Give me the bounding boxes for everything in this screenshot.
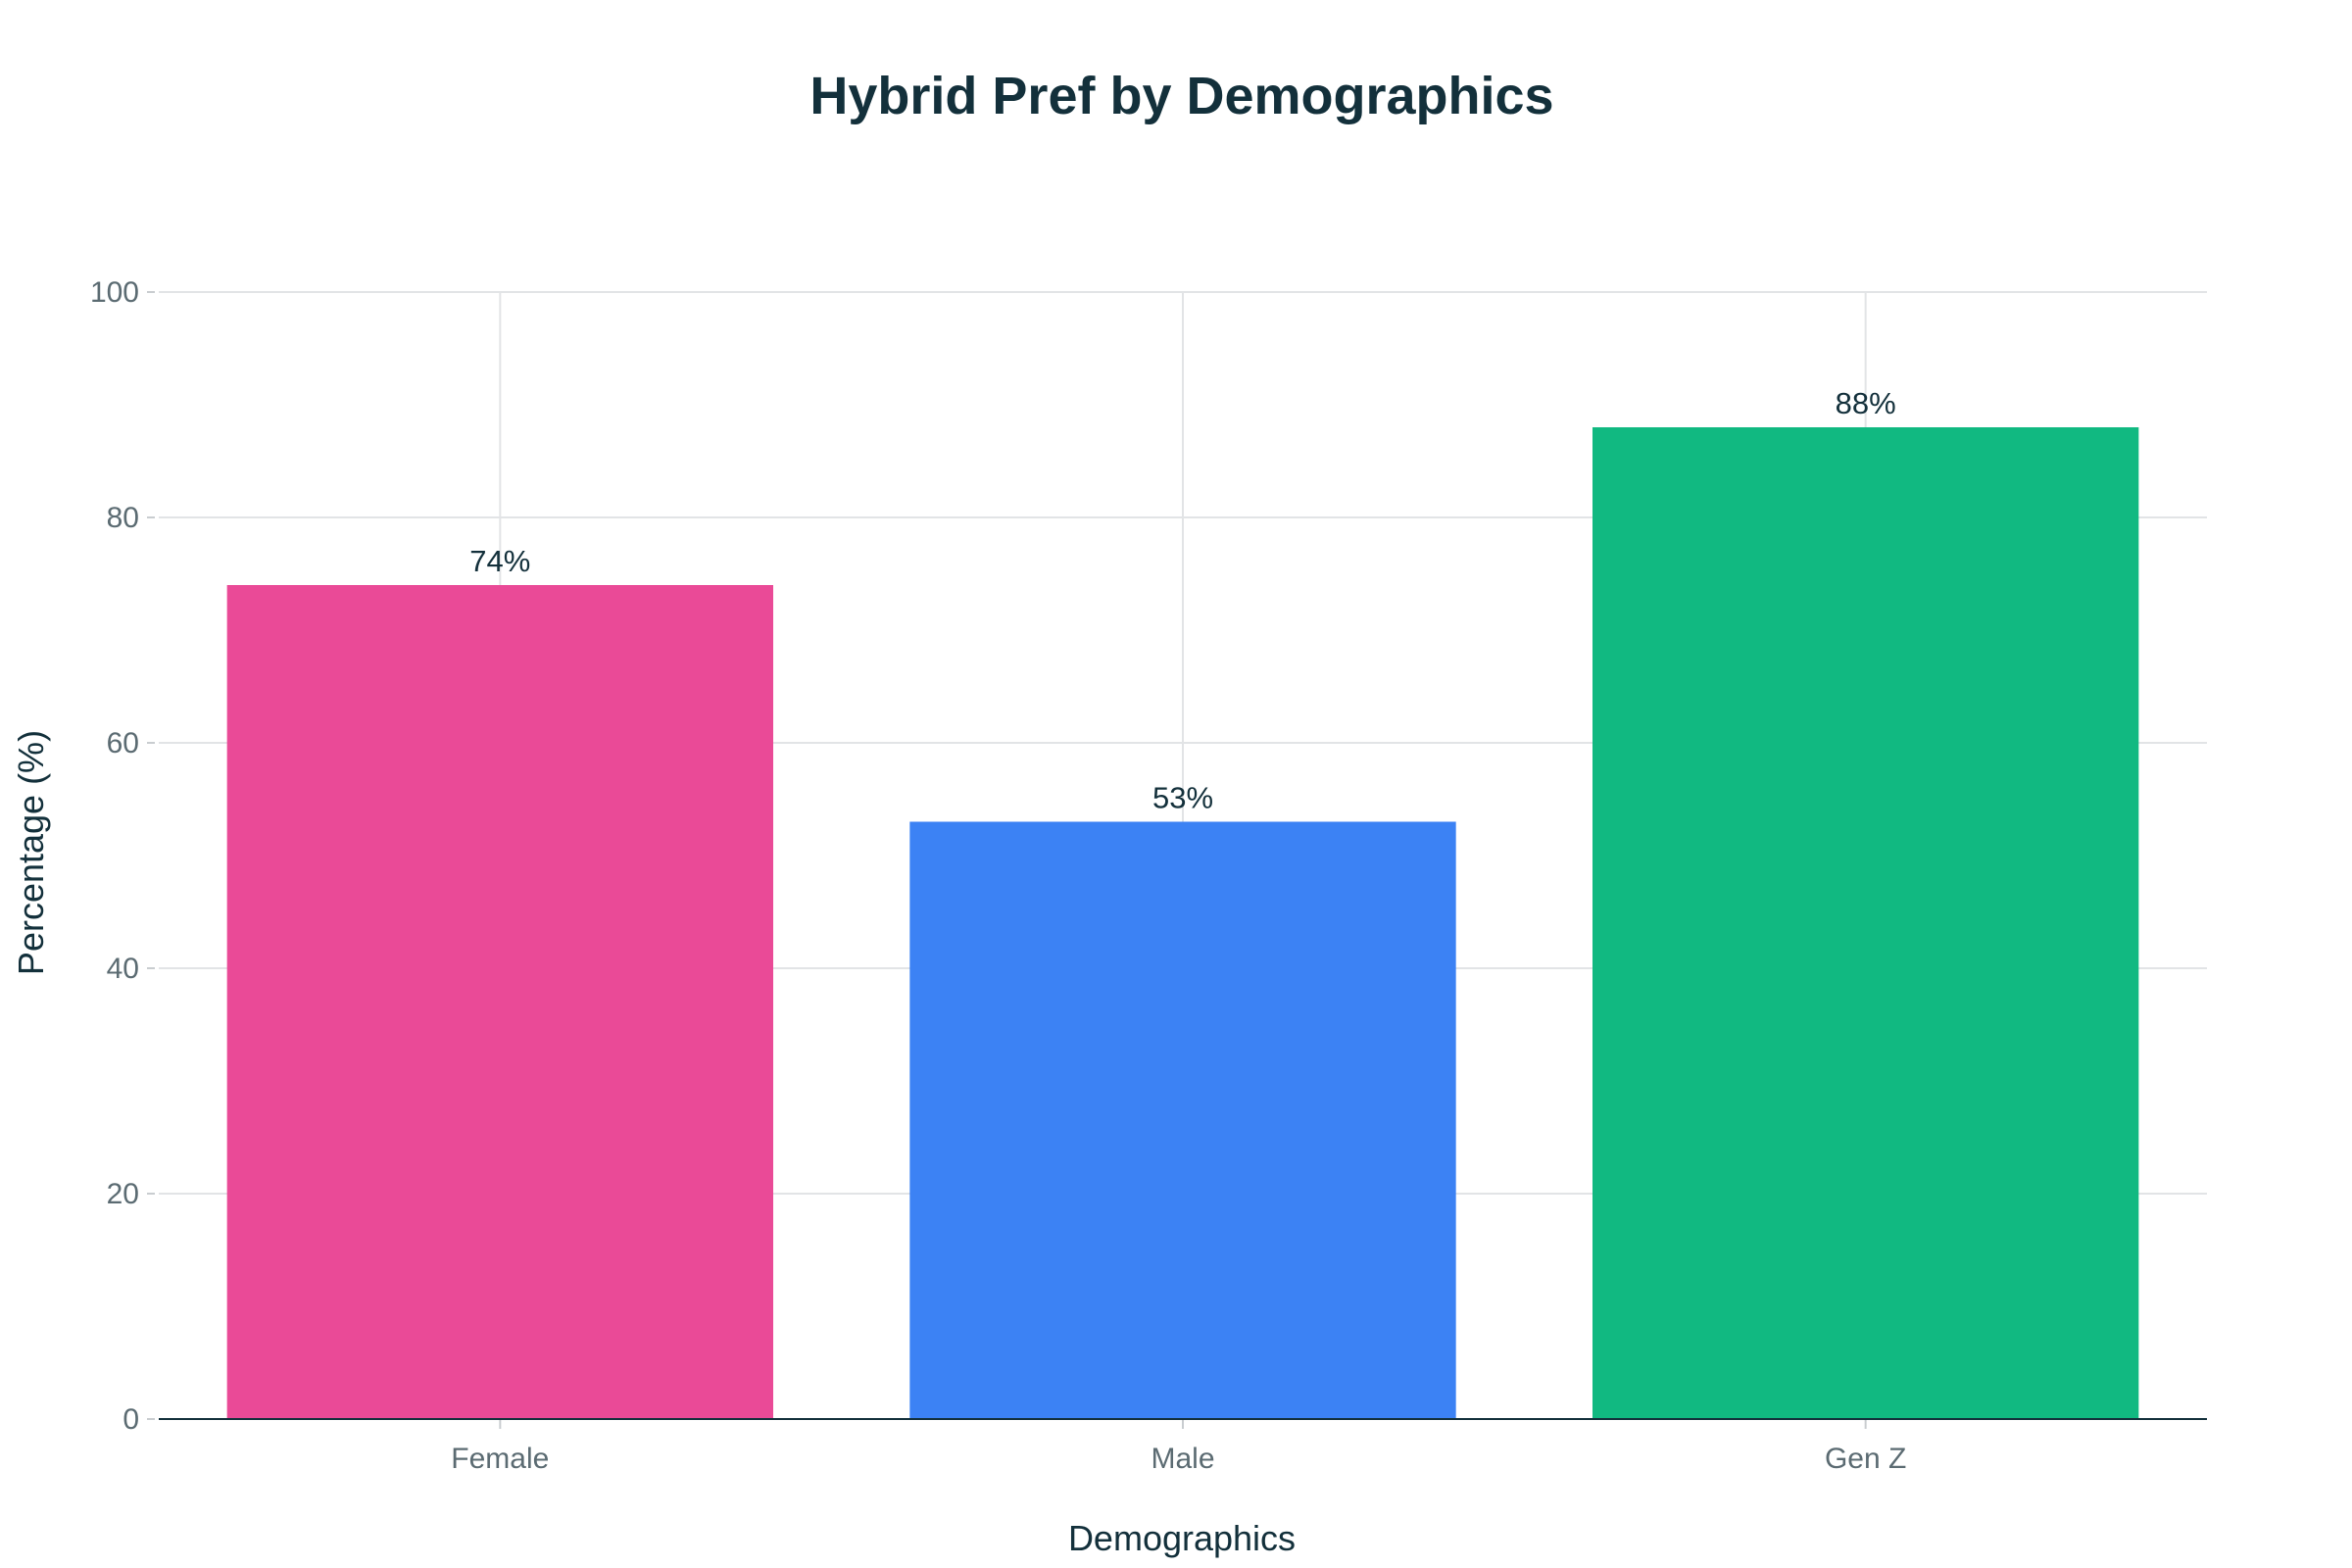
x-tick-label: Gen Z [1825, 1443, 1906, 1475]
bar-male [909, 821, 1456, 1419]
y-tick-label: 40 [107, 953, 139, 985]
y-tick-label: 60 [107, 727, 139, 760]
y-tick-label: 0 [122, 1403, 139, 1436]
bar-gen-z [1592, 427, 2139, 1419]
x-axis-title: Demographics [1068, 1518, 1296, 1558]
y-axis-title: Percentage (%) [11, 730, 51, 975]
bar-data-label: 74% [469, 544, 530, 578]
chart-title: Hybrid Pref by Demographics [809, 67, 1553, 125]
labels: 0 20 40 60 80 100 74% Female 53% Male 88% Gen Z [90, 276, 1906, 1475]
y-tick-label: 80 [107, 502, 139, 534]
bars [226, 427, 2139, 1419]
axes [147, 291, 2207, 1429]
x-tick-label: Male [1151, 1443, 1214, 1475]
bar-female [226, 585, 773, 1419]
bar-data-label: 53% [1152, 781, 1213, 815]
x-tick-label: Female [451, 1443, 549, 1475]
y-tick-label: 100 [90, 276, 139, 309]
bar-data-label: 88% [1836, 386, 1896, 420]
y-tick-label: 20 [107, 1178, 139, 1210]
